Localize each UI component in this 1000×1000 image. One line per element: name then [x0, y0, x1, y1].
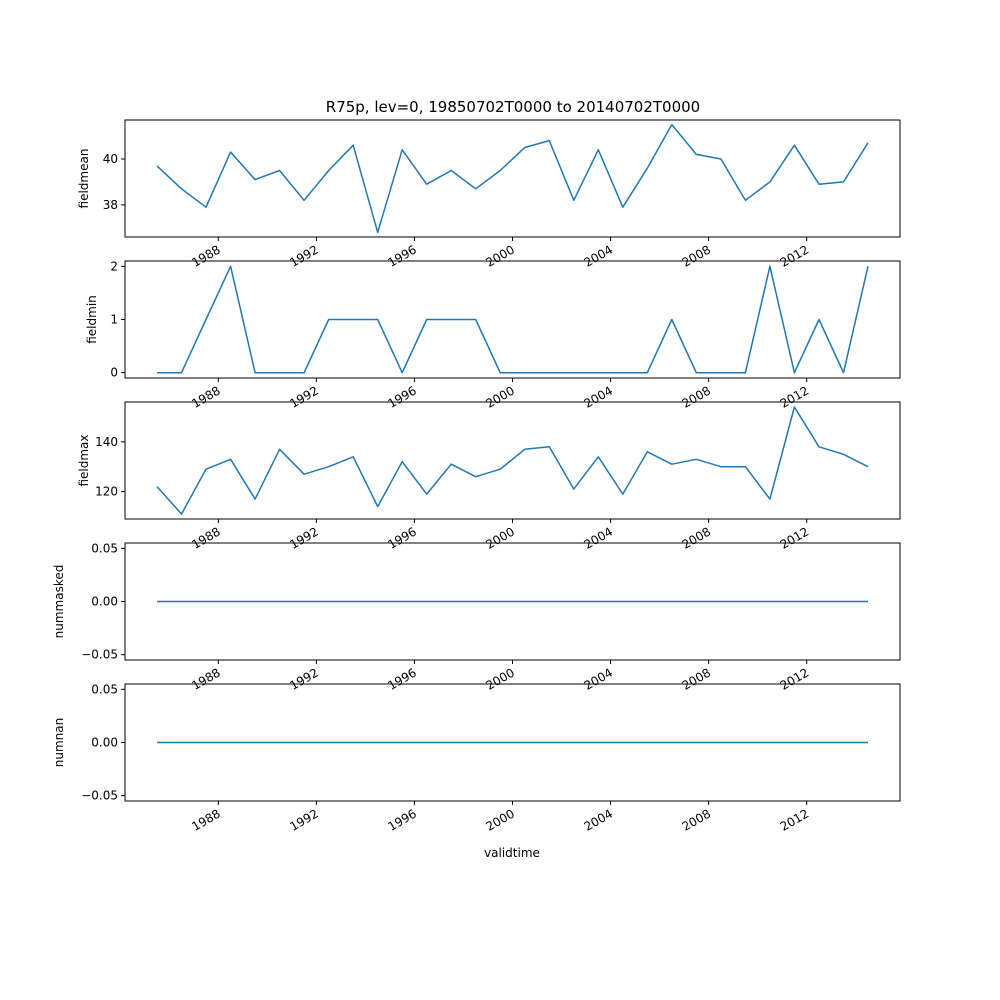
x-tick-label: 2004: [582, 665, 615, 692]
y-tick-label: 38: [103, 198, 118, 212]
x-tick-label: 2012: [778, 242, 811, 269]
x-tick-label: 1988: [189, 242, 222, 269]
x-tick-label: 1996: [385, 524, 418, 551]
y-tick-label: 0.05: [91, 682, 118, 696]
subplots: 38 40 1988 1992 1996 2000 2004 2008 2012 fieldmea…: [52, 119, 901, 834]
x-tick-label: 2000: [484, 242, 517, 269]
x-tick-label: 2000: [484, 524, 517, 551]
x-tick-label: 1992: [287, 524, 320, 551]
y-tick-label: 140: [95, 435, 118, 449]
x-tick-label: 2000: [484, 806, 517, 833]
x-tick-label: 1996: [385, 242, 418, 269]
x-tick-label: 2012: [778, 665, 811, 692]
x-tick-label: 1992: [287, 806, 320, 833]
y-tick-label: 0.05: [91, 541, 118, 555]
y-tick-label: 0.00: [91, 736, 118, 750]
subplot-numnan: −0.05 0.00 0.05 1988 1992 1996 2000 2004 2008 201…: [52, 682, 901, 834]
y-tick-label: 1: [110, 313, 118, 327]
axes-frame: [124, 401, 901, 520]
x-tick-label: 1988: [189, 524, 222, 551]
y-tick-label: 2: [110, 259, 118, 273]
x-tick-label: 2008: [680, 242, 713, 269]
x-tick-label: 2008: [680, 806, 713, 833]
x-tick-label: 1996: [385, 383, 418, 410]
y-tick-label: 0: [110, 366, 118, 380]
x-axis-label: validtime: [484, 846, 540, 860]
x-tick-label: 1988: [189, 665, 222, 692]
x-tick-label: 2000: [484, 665, 517, 692]
x-tick-label: 1992: [287, 242, 320, 269]
x-tick-label: 1996: [385, 806, 418, 833]
x-tick-label: 2008: [680, 383, 713, 410]
y-axis-label: fieldmin: [85, 295, 99, 344]
y-tick-label: −0.05: [81, 789, 118, 803]
x-tick-label: 2000: [484, 383, 517, 410]
y-axis-label: fieldmax: [77, 434, 91, 486]
x-tick-label: 2004: [582, 806, 615, 833]
y-tick-label: 0.00: [91, 595, 118, 609]
x-tick-label: 2012: [778, 806, 811, 833]
subplot-fieldmean: 38 40 1988 1992 1996 2000 2004 2008 2012 fieldmea…: [77, 119, 901, 270]
x-tick-label: 2008: [680, 524, 713, 551]
subplot-nummasked: −0.05 0.00 0.05 1988 1992 1996 2000 2004 2008 201…: [52, 541, 901, 693]
series-line-fieldmin: [157, 265, 869, 374]
subplot-fieldmax: 120 140 1988 1992 1996 2000 2004 2008 2012 fieldm…: [77, 401, 901, 552]
y-tick-label: −0.05: [81, 648, 118, 662]
y-axis-label: fieldmean: [77, 149, 91, 209]
x-tick-label: 2004: [582, 383, 615, 410]
series-line-fieldmax: [156, 406, 869, 515]
series-line-fieldmean: [156, 123, 869, 234]
y-tick-label: 120: [95, 485, 118, 499]
x-tick-label: 1988: [189, 383, 222, 410]
x-tick-label: 1988: [189, 806, 222, 833]
chart-title: R75p, lev=0, 19850702T0000 to 20140702T0…: [326, 98, 700, 116]
axes-frame: [124, 260, 901, 379]
axes-frame: [124, 683, 901, 802]
x-tick-label: 2004: [582, 524, 615, 551]
axes-frame: [124, 119, 901, 238]
x-tick-label: 2008: [680, 665, 713, 692]
x-tick-label: 1992: [287, 383, 320, 410]
x-tick-label: 2004: [582, 242, 615, 269]
x-tick-label: 1996: [385, 665, 418, 692]
x-tick-label: 2012: [778, 524, 811, 551]
y-axis-label: numnan: [52, 718, 66, 767]
x-tick-label: 1992: [287, 665, 320, 692]
y-axis-label: nummasked: [52, 565, 66, 639]
y-tick-label: 40: [103, 152, 118, 166]
axes-frame: [124, 542, 901, 661]
